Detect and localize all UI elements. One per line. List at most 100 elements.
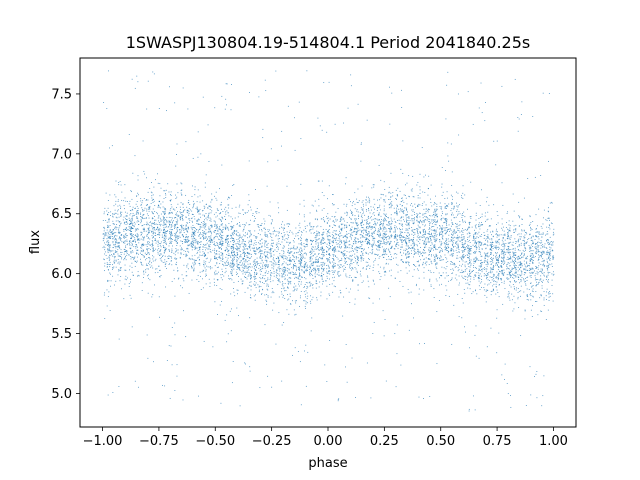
data-point <box>282 239 284 240</box>
data-point <box>514 267 516 269</box>
data-point <box>357 264 359 266</box>
data-point <box>124 269 126 271</box>
data-point <box>287 264 289 266</box>
data-point <box>336 243 338 245</box>
data-point <box>264 272 266 274</box>
data-point <box>493 280 495 282</box>
data-point <box>182 87 184 89</box>
data-point <box>383 241 385 242</box>
data-point <box>540 278 542 280</box>
data-point <box>338 398 340 400</box>
data-point <box>203 238 205 240</box>
data-point <box>322 228 324 230</box>
data-point <box>480 236 482 237</box>
data-point <box>537 242 538 244</box>
data-point <box>536 285 537 287</box>
data-point <box>523 268 525 269</box>
data-point <box>350 255 352 257</box>
data-point <box>209 230 211 232</box>
data-point <box>499 238 500 240</box>
data-point <box>318 271 320 273</box>
data-point <box>360 234 362 236</box>
data-point <box>336 237 338 239</box>
data-point <box>270 261 272 263</box>
data-point <box>131 262 133 264</box>
data-point <box>502 229 504 231</box>
data-point <box>518 201 520 203</box>
data-point <box>286 209 288 211</box>
data-point <box>512 261 514 263</box>
data-point <box>200 216 202 218</box>
data-point <box>148 227 150 229</box>
data-point <box>530 282 531 284</box>
data-point <box>176 243 178 244</box>
data-point <box>287 105 289 107</box>
data-point <box>356 223 358 225</box>
data-point <box>311 299 313 301</box>
data-point <box>113 229 115 231</box>
data-point <box>462 219 463 221</box>
data-point <box>508 271 510 273</box>
data-point <box>165 209 167 211</box>
data-point <box>216 227 218 229</box>
data-point <box>535 268 537 269</box>
data-point <box>461 298 463 299</box>
data-point <box>246 254 248 256</box>
data-point <box>521 252 523 254</box>
data-point <box>109 272 111 274</box>
data-point <box>547 262 548 264</box>
data-point <box>316 226 318 228</box>
data-point <box>261 223 263 224</box>
data-point <box>522 218 523 220</box>
data-point <box>491 257 493 259</box>
data-point <box>198 211 200 213</box>
data-point <box>385 380 387 382</box>
data-point <box>350 219 352 220</box>
data-point <box>366 237 368 239</box>
data-point <box>361 241 363 243</box>
data-point <box>472 395 474 397</box>
data-point <box>298 231 300 233</box>
data-point <box>419 232 421 234</box>
data-point <box>434 212 436 214</box>
data-point <box>130 252 132 254</box>
data-point <box>226 83 228 85</box>
data-point <box>284 257 286 259</box>
data-point <box>197 156 199 158</box>
data-point <box>439 257 441 259</box>
data-point <box>118 182 120 183</box>
data-point <box>264 264 266 266</box>
data-point <box>132 251 134 253</box>
data-point <box>198 218 199 220</box>
data-point <box>380 276 382 278</box>
data-point <box>337 246 339 248</box>
data-point <box>469 255 471 257</box>
data-point <box>332 204 334 206</box>
data-point <box>514 252 516 254</box>
data-point <box>214 252 215 254</box>
data-point <box>350 85 352 87</box>
data-point <box>445 170 446 172</box>
data-point <box>115 245 117 247</box>
data-point <box>535 277 537 279</box>
data-point <box>473 276 475 278</box>
data-point <box>188 211 190 213</box>
data-point <box>372 248 374 250</box>
data-point <box>224 208 226 210</box>
data-point <box>468 257 470 259</box>
data-point <box>210 251 212 253</box>
data-point <box>503 263 505 265</box>
data-point <box>524 247 526 248</box>
data-point <box>136 75 138 77</box>
data-point <box>372 267 374 268</box>
data-point <box>484 254 486 256</box>
data-point <box>536 397 538 399</box>
data-point <box>305 303 307 305</box>
data-point <box>433 288 435 290</box>
data-point <box>442 213 444 214</box>
data-point <box>524 242 526 244</box>
data-point <box>500 279 502 281</box>
data-point <box>276 269 278 271</box>
data-point <box>304 305 306 307</box>
data-point <box>142 245 144 247</box>
